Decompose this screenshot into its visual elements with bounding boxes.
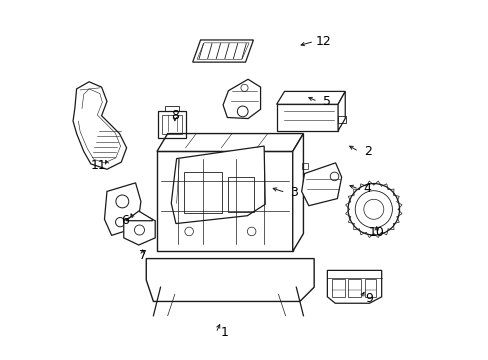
Bar — [162, 114, 182, 134]
Text: 12: 12 — [315, 35, 330, 48]
Polygon shape — [126, 211, 152, 221]
Polygon shape — [73, 82, 126, 169]
Polygon shape — [337, 91, 345, 131]
Polygon shape — [276, 91, 345, 104]
Text: 6: 6 — [121, 213, 128, 226]
Text: 1: 1 — [221, 327, 228, 339]
Polygon shape — [157, 134, 303, 152]
Polygon shape — [301, 163, 341, 206]
Bar — [165, 106, 179, 111]
Polygon shape — [192, 40, 253, 62]
Bar — [347, 279, 360, 297]
Bar — [228, 177, 254, 212]
Bar — [183, 172, 222, 213]
Polygon shape — [197, 43, 248, 59]
Polygon shape — [146, 258, 313, 301]
Polygon shape — [104, 183, 141, 235]
Polygon shape — [123, 213, 155, 245]
Bar — [158, 111, 185, 138]
Text: 4: 4 — [363, 183, 371, 195]
Polygon shape — [157, 152, 292, 251]
Text: 3: 3 — [290, 186, 298, 199]
Polygon shape — [276, 104, 337, 131]
Bar — [302, 163, 307, 169]
Text: 5: 5 — [322, 95, 330, 108]
Text: 9: 9 — [365, 292, 373, 305]
Polygon shape — [326, 270, 381, 303]
Text: 8: 8 — [170, 109, 179, 122]
Text: 11: 11 — [91, 159, 106, 172]
Polygon shape — [292, 134, 303, 251]
Polygon shape — [171, 146, 264, 224]
Bar — [337, 116, 345, 123]
Polygon shape — [223, 79, 260, 118]
Bar — [331, 279, 344, 297]
Text: 2: 2 — [363, 145, 371, 158]
Text: 7: 7 — [139, 248, 146, 261]
Text: 10: 10 — [368, 226, 384, 239]
Bar — [364, 279, 375, 297]
